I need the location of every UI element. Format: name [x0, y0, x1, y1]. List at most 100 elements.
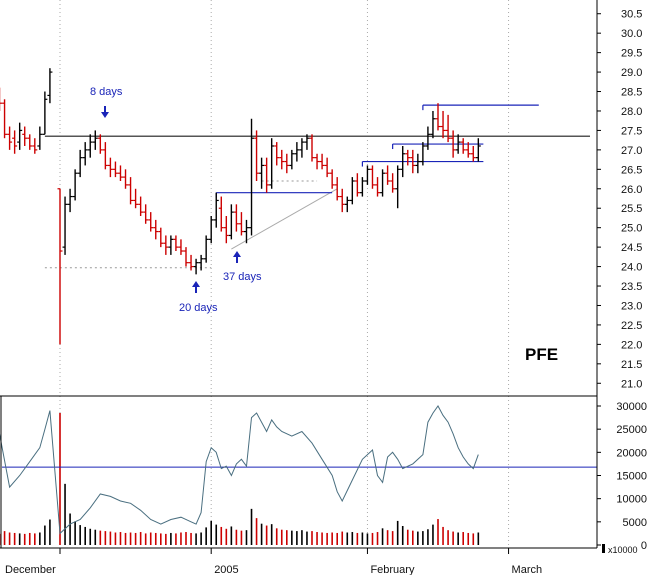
date-axis: December2005FebruaryMarchAprilMayJun: [5, 548, 543, 576]
price-bar-69: [339, 188, 345, 213]
date-label-1: 2005: [214, 564, 238, 575]
price-bar-42: [203, 235, 209, 263]
price-bar-46: [223, 216, 229, 244]
price-bar-10: [37, 126, 43, 150]
price-bar-82: [405, 149, 411, 166]
price-bar-29: [138, 196, 144, 217]
price-bar-4: [7, 126, 13, 150]
price-bar-77: [380, 169, 386, 197]
volume-tick-label-4: 20000: [616, 447, 647, 459]
price-bars: [0, 68, 481, 345]
price-bar-9: [32, 138, 38, 154]
price-bar-3: [2, 99, 8, 139]
price-bar-83: [410, 149, 416, 174]
price-bar-50: [243, 219, 249, 244]
volume-tick-label-2: 10000: [616, 494, 647, 506]
date-label-2: February: [370, 564, 415, 575]
price-bar-51: [249, 118, 255, 236]
price-bar-44: [213, 192, 219, 228]
volume-oscillator-line: [0, 405, 479, 535]
price-tick-label-15: 28.5: [621, 87, 642, 99]
price-tick-label-1: 21.5: [621, 359, 642, 371]
price-bar-54: [264, 157, 270, 193]
arrow-head: [233, 251, 241, 257]
price-bar-2: [0, 87, 3, 111]
annotations: 8 days 20 days 37 days PFE: [90, 86, 558, 364]
price-bar-26: [123, 169, 129, 189]
price-bar-16: [72, 169, 78, 201]
price-bar-60: [294, 142, 300, 162]
annotation-37-days: 37 days: [223, 271, 262, 283]
price-bar-31: [148, 212, 154, 232]
price-bar-89: [440, 110, 446, 139]
price-bar-38: [183, 247, 189, 267]
price-bar-17: [77, 149, 83, 178]
price-bar-6: [17, 122, 23, 150]
reference-lines: [44, 104, 590, 269]
price-axis: 21.0 21.5 22.0 22.5 23.0 23.5 24.0 24.5 25.0 25.5…: [597, 9, 642, 390]
price-bar-80: [395, 165, 401, 209]
price-tick-label-10: 26.0: [621, 184, 642, 196]
price-bar-18: [82, 142, 88, 166]
price-tick-label-19: 30.5: [621, 9, 642, 21]
price-bar-13: [57, 188, 63, 345]
date-label-3: March: [512, 564, 543, 575]
price-tick-label-17: 29.5: [621, 48, 642, 60]
price-bar-19: [87, 134, 93, 158]
price-tick-label-4: 23.0: [621, 300, 642, 312]
price-bar-85: [420, 142, 426, 166]
price-bar-73: [359, 177, 365, 197]
price-bar-27: [128, 177, 134, 205]
price-bar-65: [319, 153, 325, 170]
price-bar-52: [254, 130, 260, 181]
price-bar-71: [349, 177, 355, 205]
price-tick-label-16: 29.0: [621, 67, 642, 79]
price-bar-81: [400, 145, 406, 178]
price-bar-88: [435, 103, 441, 131]
price-bar-72: [354, 173, 360, 197]
volume-tick-label-1: 5000: [623, 517, 647, 529]
price-bar-86: [425, 126, 431, 150]
annotation-20-days: 20 days: [179, 302, 218, 314]
price-bar-34: [163, 235, 169, 255]
price-bar-14: [62, 196, 68, 255]
price-bar-84: [415, 153, 421, 174]
price-tick-label-3: 22.5: [621, 320, 642, 332]
price-bar-12: [47, 68, 53, 104]
price-bar-43: [208, 216, 214, 244]
price-bar-28: [133, 188, 139, 209]
arrow-icon-37-days: [233, 251, 241, 263]
price-tick-label-5: 23.5: [621, 281, 642, 293]
price-bar-8: [27, 134, 33, 150]
date-label-0: December: [5, 564, 56, 575]
price-bar-41: [198, 254, 204, 271]
price-bar-33: [158, 227, 164, 248]
price-bar-49: [238, 212, 244, 236]
price-bar-87: [430, 110, 436, 139]
price-bar-91: [450, 130, 456, 158]
volume-multiplier-marker: [602, 544, 605, 553]
price-bar-59: [289, 149, 295, 170]
arrow-icon-8-days: [101, 106, 109, 118]
price-bar-62: [304, 134, 310, 150]
price-bar-22: [102, 142, 108, 170]
arrow-head: [192, 281, 200, 287]
price-bar-76: [375, 177, 381, 197]
price-tick-label-12: 27.0: [621, 145, 642, 157]
trend-line: [231, 188, 338, 250]
price-bar-32: [153, 219, 159, 240]
price-bar-75: [369, 165, 375, 189]
price-tick-label-7: 24.5: [621, 242, 642, 254]
price-bar-94: [465, 142, 471, 158]
arrow-head: [101, 112, 109, 118]
volume-tick-label-5: 25000: [616, 424, 647, 436]
price-bar-37: [178, 239, 184, 255]
price-bar-45: [218, 196, 224, 232]
price-bar-96: [475, 138, 481, 162]
price-bar-79: [390, 173, 396, 193]
price-bar-36: [173, 235, 179, 252]
price-bar-57: [279, 149, 285, 170]
price-tick-label-0: 21.0: [621, 378, 642, 390]
price-bar-23: [107, 157, 113, 178]
